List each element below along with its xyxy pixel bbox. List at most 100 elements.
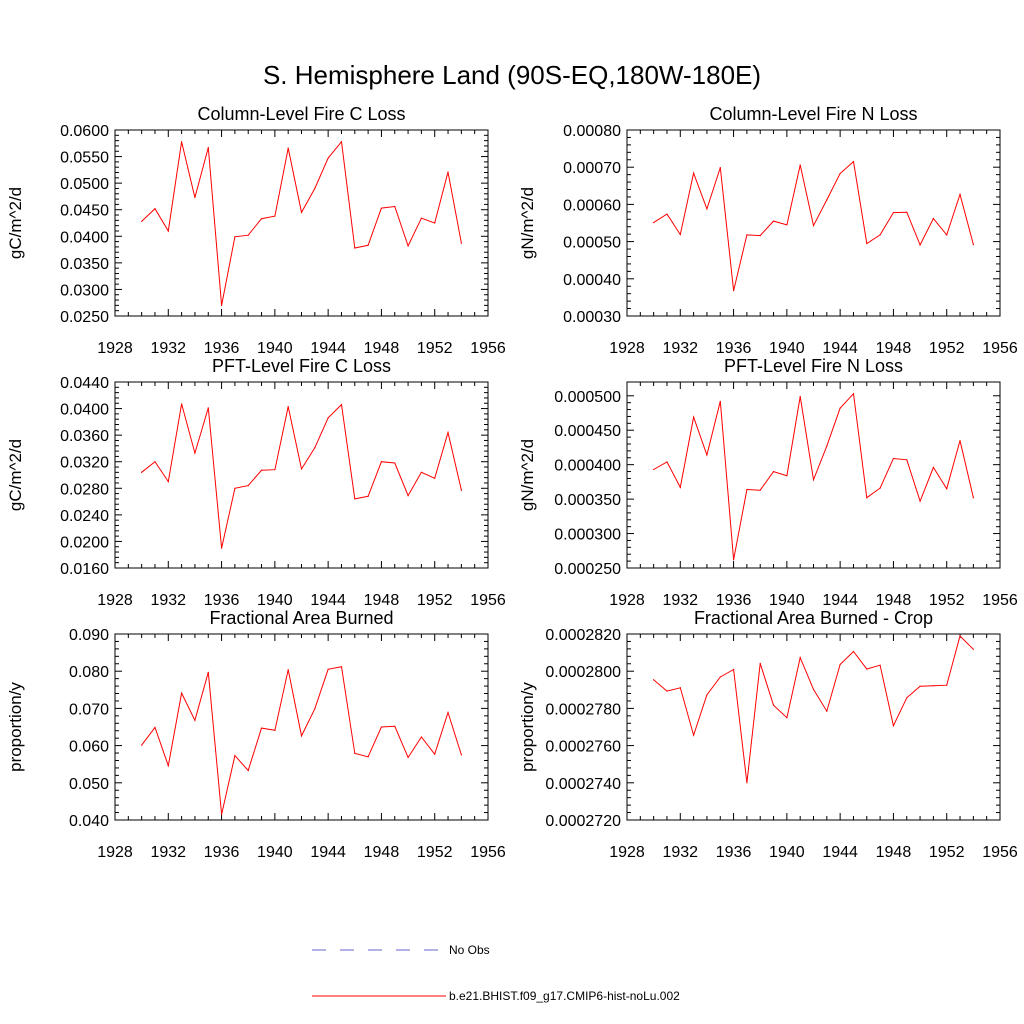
data-point [220,813,223,816]
data-point [719,166,721,169]
data-point [407,494,409,497]
data-point [892,211,895,214]
data-point [919,244,921,246]
data-point [367,495,369,497]
data-point [972,497,974,499]
data-point [759,235,761,237]
data-point [852,393,855,395]
x-tick-label: 1948 [876,340,912,357]
x-tick-label: 1940 [257,592,293,609]
y-axis-label: gC/m^2/d [6,187,25,259]
y-tick-label: 0.070 [69,701,109,718]
y-axis-label: gN/m^2/d [518,439,537,511]
x-tick-label: 1944 [310,844,346,861]
data-point [260,218,263,220]
data-point [407,756,409,759]
data-point [972,243,974,246]
y-tick-label: 0.0002740 [545,776,621,793]
data-point [959,635,961,637]
data-point [719,400,721,402]
figure-title: S. Hemisphere Land (90S-EQ,180W-180E) [263,60,761,90]
y-axis-label: gC/m^2/d [6,439,25,511]
y-tick-label: 0.0440 [60,375,109,392]
panel-title: PFT-Level Fire N Loss [724,356,903,376]
x-tick-label: 1956 [982,340,1018,357]
data-point [194,452,196,454]
x-tick-label: 1948 [364,340,400,357]
y-tick-label: 0.0002800 [545,664,621,681]
data-point [234,487,236,489]
data-point [141,220,143,223]
chart-panel-4: PFT-Level Fire N Loss 1928 1932 1936 1940 194… [518,356,1018,609]
legend-label-model: b.e21.BHIST.f09_g17.CMIP6-hist-noLu.002 [449,989,680,1003]
data-point [786,717,788,719]
data-point [380,726,383,728]
data-point [167,481,169,483]
series-line [141,666,462,815]
data-point [746,782,748,784]
x-tick-label: 1936 [204,844,240,861]
x-tick-label: 1952 [929,340,965,357]
data-point [826,199,828,201]
data-point [772,220,775,222]
plot-frame [114,129,489,317]
panel-title: Column-Level Fire C Loss [197,104,405,124]
y-tick-label: 0.0500 [60,176,109,193]
data-point [447,711,449,714]
data-point [434,753,436,755]
data-point [154,726,156,728]
data-point [287,147,289,149]
x-tick-label: 1956 [982,844,1018,861]
data-point [852,650,855,653]
data-point [207,407,209,409]
data-point [167,765,169,767]
data-point [866,497,868,499]
data-point [274,215,276,217]
data-point [460,754,462,756]
data-point [666,461,668,463]
series-line [141,403,462,549]
x-tick-label: 1956 [982,592,1018,609]
data-point [327,157,329,159]
data-point [380,461,383,463]
data-point [812,479,815,481]
y-tick-label: 0.0450 [60,203,109,220]
data-point [732,290,735,292]
data-point [799,395,801,398]
data-point [959,439,961,442]
data-point [839,172,841,175]
data-point [434,222,436,224]
data-point [260,727,263,729]
y-tick-label: 0.060 [69,739,109,756]
data-point [460,489,462,491]
data-point [274,469,276,471]
legend: No Obs b.e21.BHIST.f09_g17.CMIP6-hist-no… [312,943,680,1003]
data-point [839,407,841,409]
y-tick-label: 0.0002820 [545,627,621,644]
data-point [287,669,289,671]
x-tick-label: 1944 [310,592,346,609]
x-tick-label: 1928 [609,844,645,861]
x-tick-label: 1936 [716,844,752,861]
x-tick-label: 1952 [417,844,453,861]
data-point [732,668,735,671]
y-tick-label: 0.0250 [60,309,109,326]
data-point [746,488,748,491]
data-point [247,234,249,236]
x-tick-label: 1940 [257,340,293,357]
data-point [340,141,343,143]
y-tick-label: 0.000450 [554,423,621,440]
data-point [194,719,196,721]
y-tick-label: 0.0002760 [545,739,621,756]
plot-frame [114,381,489,569]
data-point [154,208,156,210]
data-point [906,697,908,699]
data-point [946,488,948,490]
data-point [314,187,316,190]
data-point [300,468,303,470]
data-point [367,756,369,758]
data-point [919,685,921,687]
data-point [839,663,841,666]
data-point [181,403,183,405]
data-point [354,247,356,249]
